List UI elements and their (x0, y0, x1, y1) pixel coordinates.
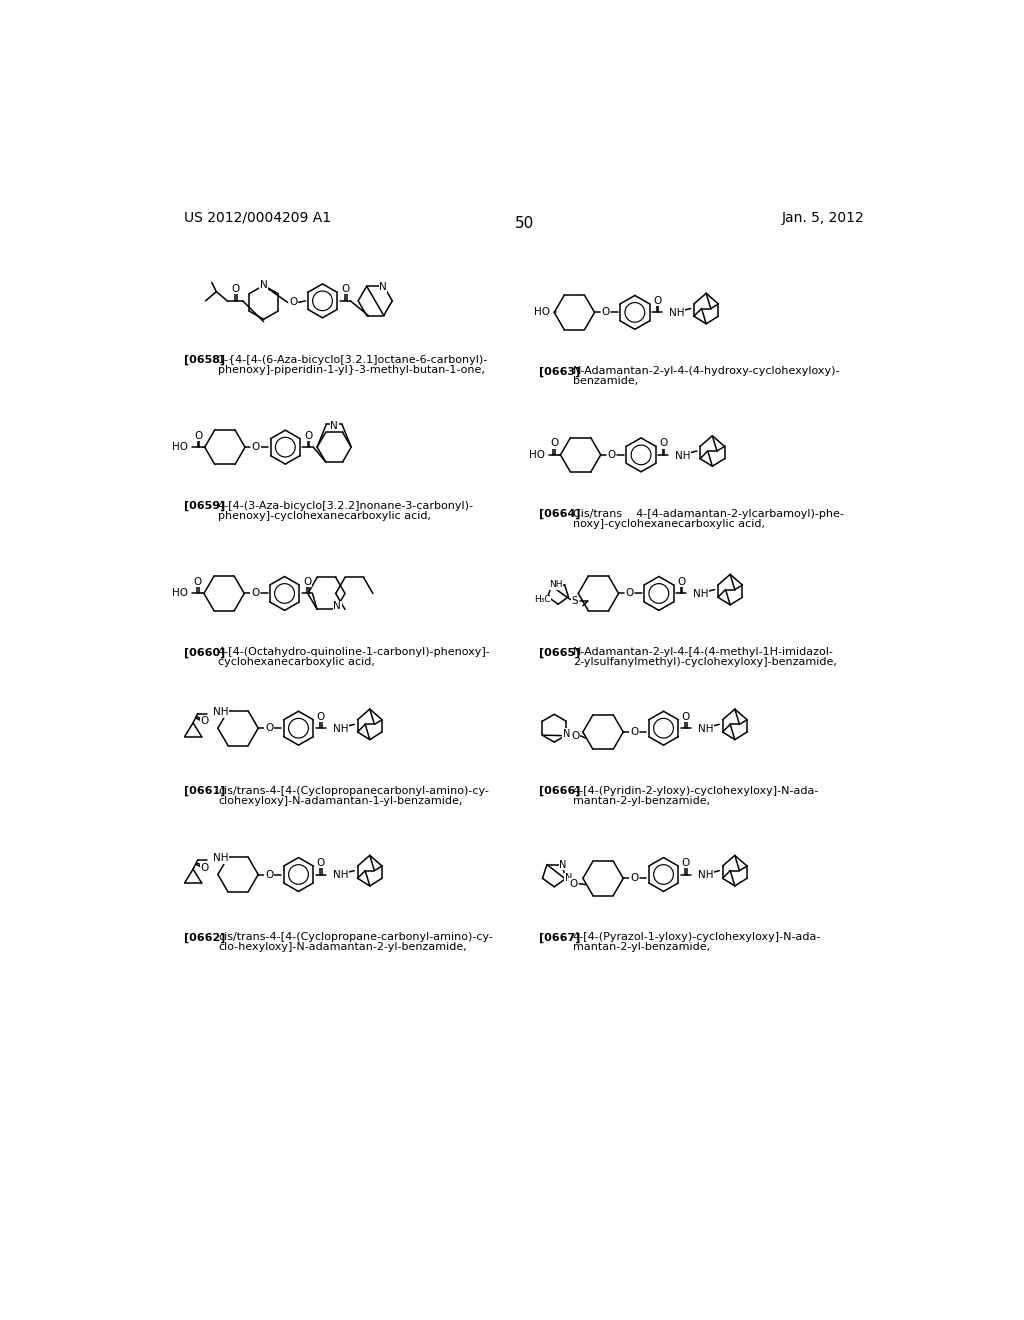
Text: clo-hexyloxy]-N-adamantan-2-yl-benzamide,: clo-hexyloxy]-N-adamantan-2-yl-benzamide… (218, 942, 467, 952)
Text: HO: HO (172, 442, 188, 453)
Text: O: O (659, 438, 668, 449)
Text: O: O (194, 577, 202, 587)
Text: O: O (289, 297, 297, 308)
Text: HO: HO (172, 589, 188, 598)
Text: NH: NH (693, 589, 709, 599)
Text: N: N (334, 602, 341, 611)
Text: N: N (331, 421, 338, 430)
Text: O: O (626, 589, 634, 598)
Text: N: N (379, 282, 387, 292)
Text: [0662]: [0662] (183, 932, 225, 942)
Text: N: N (260, 280, 267, 290)
Text: Cis/trans    4-[4-adamantan-2-ylcarbamoyl)-phe-: Cis/trans 4-[4-adamantan-2-ylcarbamoyl)-… (572, 508, 844, 519)
Text: 4-[4-(Octahydro-quinoline-1-carbonyl)-phenoxy]-: 4-[4-(Octahydro-quinoline-1-carbonyl)-ph… (218, 647, 490, 657)
Text: HO: HO (529, 450, 545, 459)
Text: O: O (201, 862, 209, 873)
Text: O: O (265, 723, 273, 733)
Text: [0658]: [0658] (183, 355, 225, 366)
Text: clohexyloxy]-N-adamantan-1-yl-benzamide,: clohexyloxy]-N-adamantan-1-yl-benzamide, (218, 796, 462, 807)
Text: N: N (562, 729, 570, 739)
Text: O: O (601, 308, 609, 317)
Text: O: O (682, 711, 690, 722)
Text: O: O (607, 450, 615, 459)
Text: O: O (316, 858, 325, 869)
Text: NH: NH (669, 308, 684, 318)
Text: phenoxy]-cyclohexanecarboxylic acid,: phenoxy]-cyclohexanecarboxylic acid, (218, 511, 431, 521)
Text: NH: NH (333, 870, 348, 880)
Text: N-Adamantan-2-yl-4-(4-hydroxy-cyclohexyloxy)-: N-Adamantan-2-yl-4-(4-hydroxy-cyclohexyl… (572, 367, 841, 376)
Text: 4-[4-(Pyridin-2-yloxy)-cyclohexyloxy]-N-ada-: 4-[4-(Pyridin-2-yloxy)-cyclohexyloxy]-N-… (572, 785, 819, 796)
Text: O: O (630, 727, 638, 737)
Text: Jan. 5, 2012: Jan. 5, 2012 (781, 211, 864, 224)
Text: mantan-2-yl-benzamide,: mantan-2-yl-benzamide, (572, 942, 710, 952)
Text: NH: NH (550, 581, 563, 589)
Text: HO: HO (535, 308, 550, 317)
Text: O: O (630, 874, 638, 883)
Text: [0664]: [0664] (539, 508, 581, 519)
Text: [0663]: [0663] (539, 367, 580, 376)
Text: NH: NH (213, 853, 228, 863)
Text: [0661]: [0661] (183, 785, 225, 796)
Text: N: N (549, 581, 555, 589)
Text: O: O (265, 870, 273, 879)
Text: cis/trans-4-[4-(Cyclopropane-carbonyl-amino)-cy-: cis/trans-4-[4-(Cyclopropane-carbonyl-am… (218, 932, 493, 942)
Text: O: O (571, 731, 580, 741)
Text: N: N (564, 874, 572, 883)
Text: O: O (569, 879, 578, 888)
Text: phenoxy]-piperidin-1-yl}-3-methyl-butan-1-one,: phenoxy]-piperidin-1-yl}-3-methyl-butan-… (218, 364, 484, 375)
Text: cyclohexanecarboxylic acid,: cyclohexanecarboxylic acid, (218, 657, 375, 668)
Text: NH: NH (697, 723, 713, 734)
Text: 2-ylsulfanylmethyl)-cyclohexyloxy]-benzamide,: 2-ylsulfanylmethyl)-cyclohexyloxy]-benza… (572, 657, 837, 668)
Text: O: O (550, 438, 558, 449)
Text: 4-[4-(3-Aza-bicyclo[3.2.2]nonane-3-carbonyl)-: 4-[4-(3-Aza-bicyclo[3.2.2]nonane-3-carbo… (218, 502, 474, 511)
Text: NH: NH (675, 450, 690, 461)
Text: NH: NH (333, 723, 348, 734)
Text: O: O (231, 284, 240, 293)
Text: 1-{4-[4-(6-Aza-bicyclo[3.2.1]octane-6-carbonyl)-: 1-{4-[4-(6-Aza-bicyclo[3.2.1]octane-6-ca… (218, 355, 488, 364)
Text: O: O (252, 442, 260, 453)
Text: O: O (342, 284, 350, 293)
Text: [0659]: [0659] (183, 502, 225, 511)
Text: [0667]: [0667] (539, 932, 581, 942)
Text: NH: NH (213, 708, 228, 717)
Text: [0666]: [0666] (539, 785, 581, 796)
Text: NH: NH (697, 870, 713, 880)
Text: S: S (571, 597, 579, 606)
Text: O: O (316, 711, 325, 722)
Text: O: O (304, 577, 312, 587)
Text: O: O (251, 589, 259, 598)
Text: [0665]: [0665] (539, 647, 580, 657)
Text: cis/trans-4-[4-(Cyclopropanecarbonyl-amino)-cy-: cis/trans-4-[4-(Cyclopropanecarbonyl-ami… (218, 785, 488, 796)
Text: O: O (653, 296, 662, 306)
Text: [0660]: [0660] (183, 647, 225, 657)
Text: O: O (677, 577, 685, 587)
Text: H₃C: H₃C (534, 595, 550, 605)
Text: N: N (559, 859, 566, 870)
Text: O: O (201, 717, 209, 726)
Text: benzamide,: benzamide, (572, 376, 638, 387)
Text: US 2012/0004209 A1: US 2012/0004209 A1 (183, 211, 331, 224)
Text: mantan-2-yl-benzamide,: mantan-2-yl-benzamide, (572, 796, 710, 807)
Text: O: O (682, 858, 690, 869)
Text: 50: 50 (515, 216, 535, 231)
Text: O: O (304, 430, 312, 441)
Text: 4-[4-(Pyrazol-1-yloxy)-cyclohexyloxy]-N-ada-: 4-[4-(Pyrazol-1-yloxy)-cyclohexyloxy]-N-… (572, 932, 821, 942)
Text: O: O (195, 430, 203, 441)
Text: N-Adamantan-2-yl-4-[4-(4-methyl-1H-imidazol-: N-Adamantan-2-yl-4-[4-(4-methyl-1H-imida… (572, 647, 834, 657)
Text: noxy]-cyclohexanecarboxylic acid,: noxy]-cyclohexanecarboxylic acid, (572, 519, 765, 529)
